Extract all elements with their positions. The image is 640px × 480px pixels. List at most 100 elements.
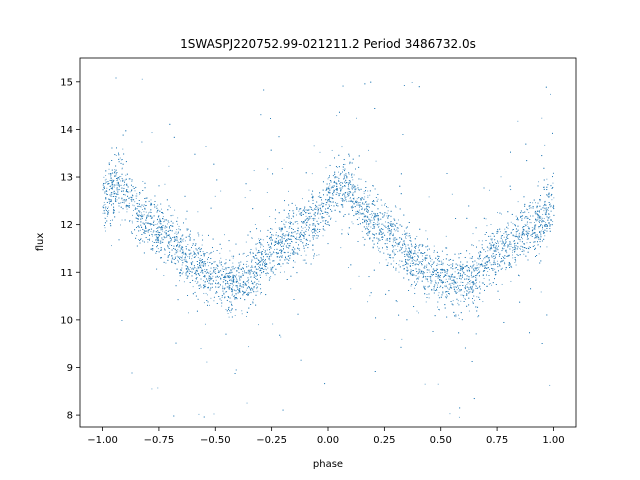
data-point [248,346,250,348]
data-point [537,218,539,220]
data-point [450,274,452,276]
data-point [488,260,490,262]
data-point [211,272,213,274]
data-point [247,282,249,284]
data-point [549,204,551,206]
data-point [117,178,118,179]
data-point [174,232,176,234]
data-point [283,223,285,225]
data-point [255,276,257,278]
data-point [501,239,503,241]
data-point [393,249,395,251]
data-point [207,265,209,267]
data-point [535,220,537,222]
data-point [148,212,149,214]
data-point [528,233,530,234]
data-point [168,230,170,232]
data-point [186,271,187,273]
data-point [377,238,379,240]
data-point [356,198,358,200]
data-point [160,242,162,244]
data-point [229,250,231,252]
data-point [103,204,105,206]
data-point [202,280,204,282]
data-point [264,259,265,261]
data-point [161,239,163,241]
data-point [224,275,226,277]
data-point [305,239,307,241]
data-point [155,205,157,207]
data-point [272,270,274,272]
data-point [228,283,230,285]
data-point [228,301,230,303]
data-point [546,178,548,180]
data-point [192,286,194,288]
data-point [116,182,118,184]
data-point [347,195,349,197]
data-point [408,252,410,254]
data-point [484,262,486,264]
data-point [187,267,189,269]
data-point [303,209,304,211]
data-point [334,180,335,182]
data-point [415,245,417,247]
data-point [131,194,133,196]
data-point [203,252,204,254]
data-point [394,254,395,256]
data-point [219,260,221,262]
data-point [343,194,345,196]
data-point [314,218,316,220]
data-point [218,276,219,278]
data-point [303,231,305,233]
data-point [152,231,154,233]
data-point [438,292,440,294]
data-point [481,282,483,284]
data-point [151,388,153,390]
data-point [280,265,282,267]
data-point [402,240,404,242]
data-point [198,235,200,237]
data-point [392,241,394,243]
data-point [442,272,443,274]
data-point [447,291,449,293]
data-point [191,258,193,260]
data-point [327,199,329,201]
data-point [122,148,124,150]
data-point [200,271,201,273]
data-point [105,178,107,180]
data-point [213,300,215,302]
data-point [288,262,289,264]
data-point [236,279,238,280]
data-point [469,253,471,255]
data-point [257,286,259,288]
data-point [140,212,142,214]
data-point [353,197,355,199]
data-point [223,292,225,294]
data-point [122,180,123,182]
data-point [350,206,352,208]
data-point [260,293,262,295]
data-point [501,213,502,215]
data-point [452,300,454,302]
data-point [477,316,479,318]
data-point [313,257,314,259]
data-point [330,217,332,219]
data-point [370,216,372,218]
data-point [105,175,107,177]
data-point [535,224,537,226]
data-point [314,224,316,226]
data-point [193,251,195,253]
data-point [194,280,196,282]
data-point [298,210,300,212]
data-point [466,283,468,285]
data-point [481,240,483,242]
data-point [196,268,198,270]
data-point [281,238,283,240]
data-point [295,204,296,206]
data-point [165,262,167,264]
data-point [550,93,551,95]
data-point [280,252,282,254]
data-point [440,281,442,283]
data-point [331,201,333,203]
data-point [245,289,247,291]
